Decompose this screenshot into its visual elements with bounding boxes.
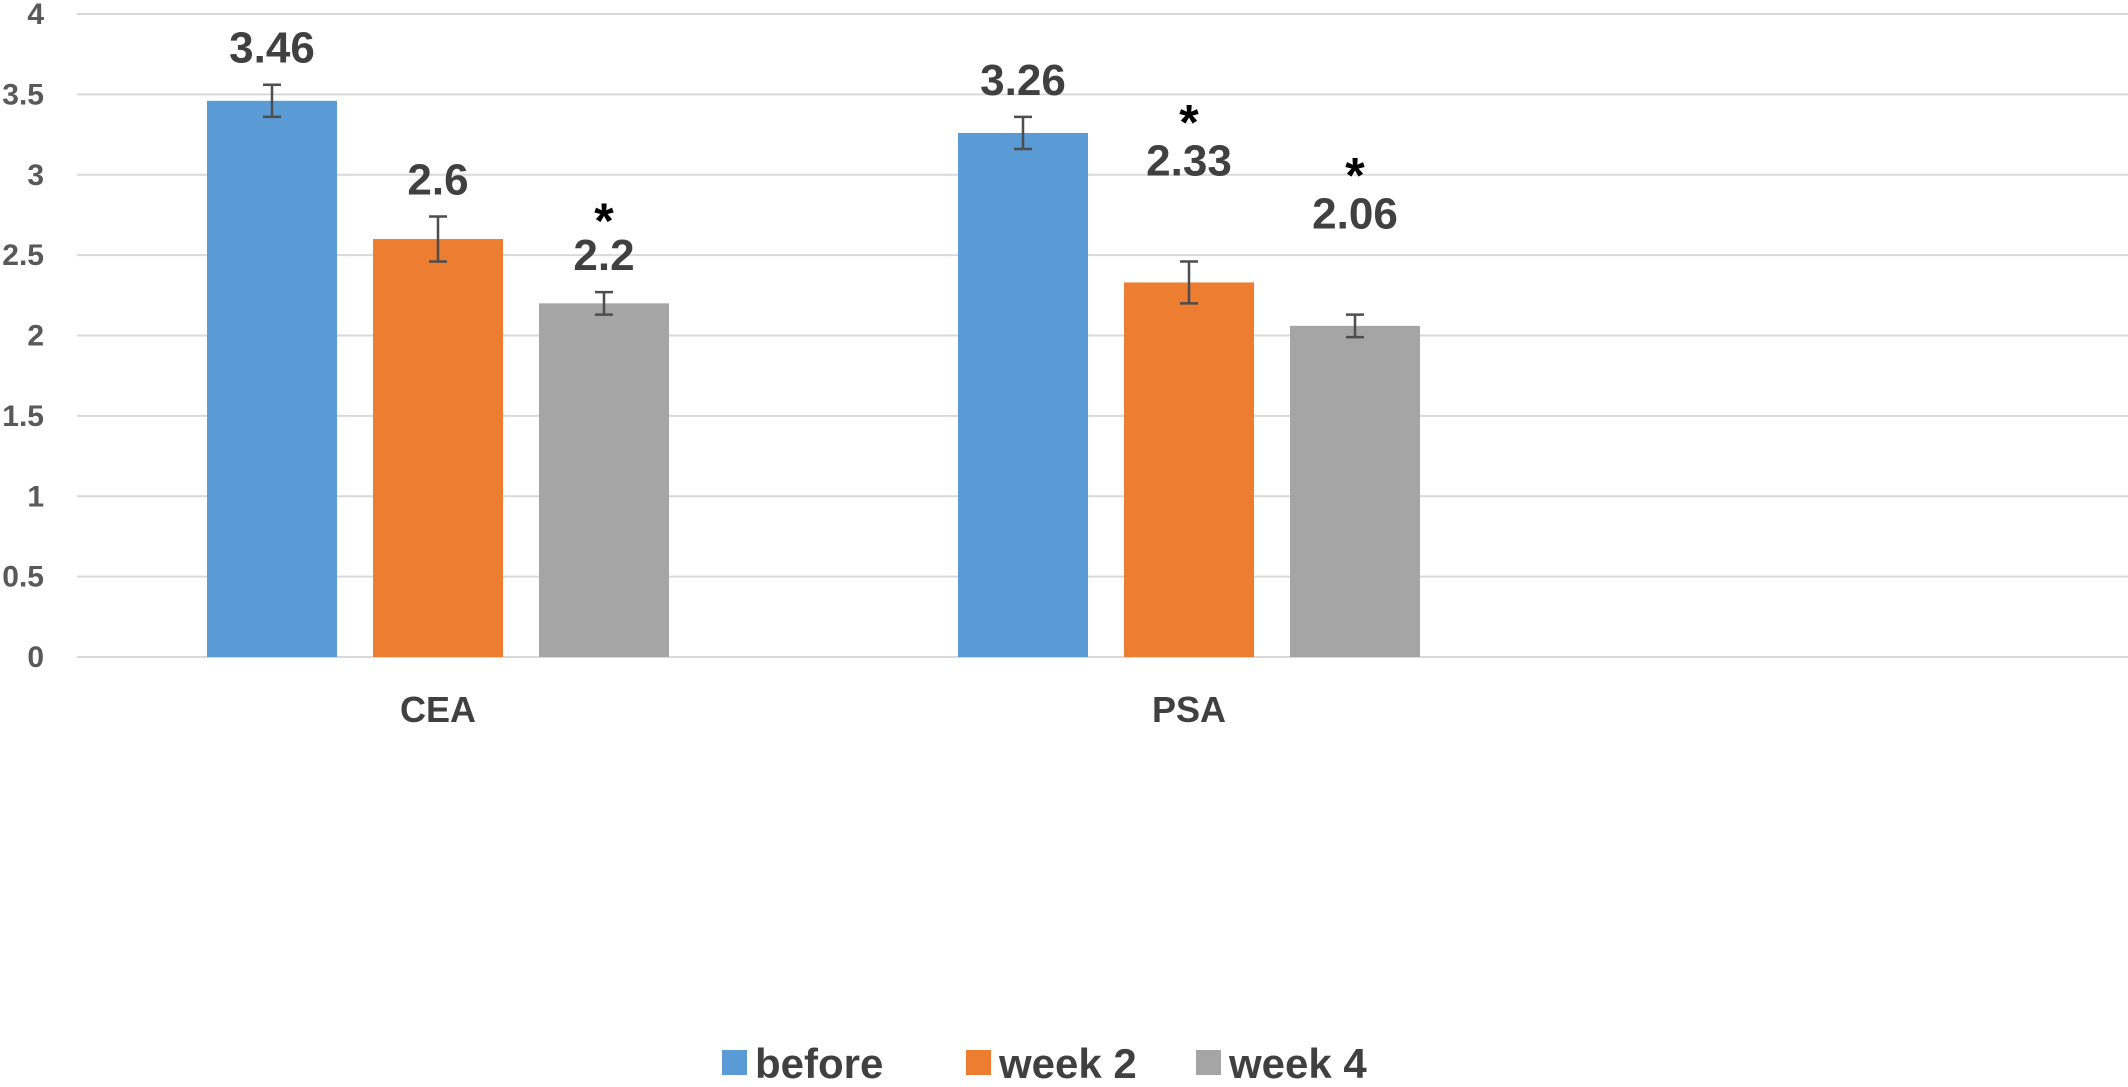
y-tick-label: 1 [27,480,44,513]
legend: before week 2 week 4 [722,1040,1367,1087]
y-tick-label: 1.5 [2,400,44,433]
bar [958,132,1088,657]
legend-swatch [722,1050,747,1075]
bar [1290,325,1420,657]
bar [1124,282,1254,657]
data-label: 3.26 [980,56,1066,105]
y-tick-label: 2.5 [2,239,44,272]
y-tick-label: 4 [27,0,44,31]
legend-swatch [1196,1050,1221,1075]
bars [207,83,1420,658]
significance-marker: * [594,193,614,249]
x-axis-categories: CEA PSA [400,689,1226,730]
bar [207,100,337,658]
data-label: 2.2 [573,231,634,280]
bar [539,303,669,657]
y-axis-ticks: 0 0.5 1 1.5 2 2.5 3 3.5 4 [2,0,44,674]
x-category-label: PSA [1152,689,1226,730]
bar [373,239,503,658]
y-tick-label: 0.5 [2,561,44,594]
data-label: 2.33 [1146,137,1232,186]
y-tick-label: 3.5 [2,78,44,111]
x-category-label: CEA [400,689,476,730]
y-tick-label: 2 [27,320,44,353]
y-tick-label: 0 [27,641,44,674]
legend-label: before [755,1040,883,1087]
legend-swatch [966,1050,991,1075]
data-label: 2.06 [1312,190,1398,239]
y-tick-label: 3 [27,159,44,192]
significance-marker: * [1345,148,1365,204]
significance-marker: * [1179,95,1199,151]
legend-label: week 2 [998,1040,1137,1087]
legend-label: week 4 [1228,1040,1367,1087]
data-label: 2.6 [407,156,468,205]
data-labels: 3.462.62.2*3.262.33*2.06* [229,24,1398,280]
data-label: 3.46 [229,24,315,73]
